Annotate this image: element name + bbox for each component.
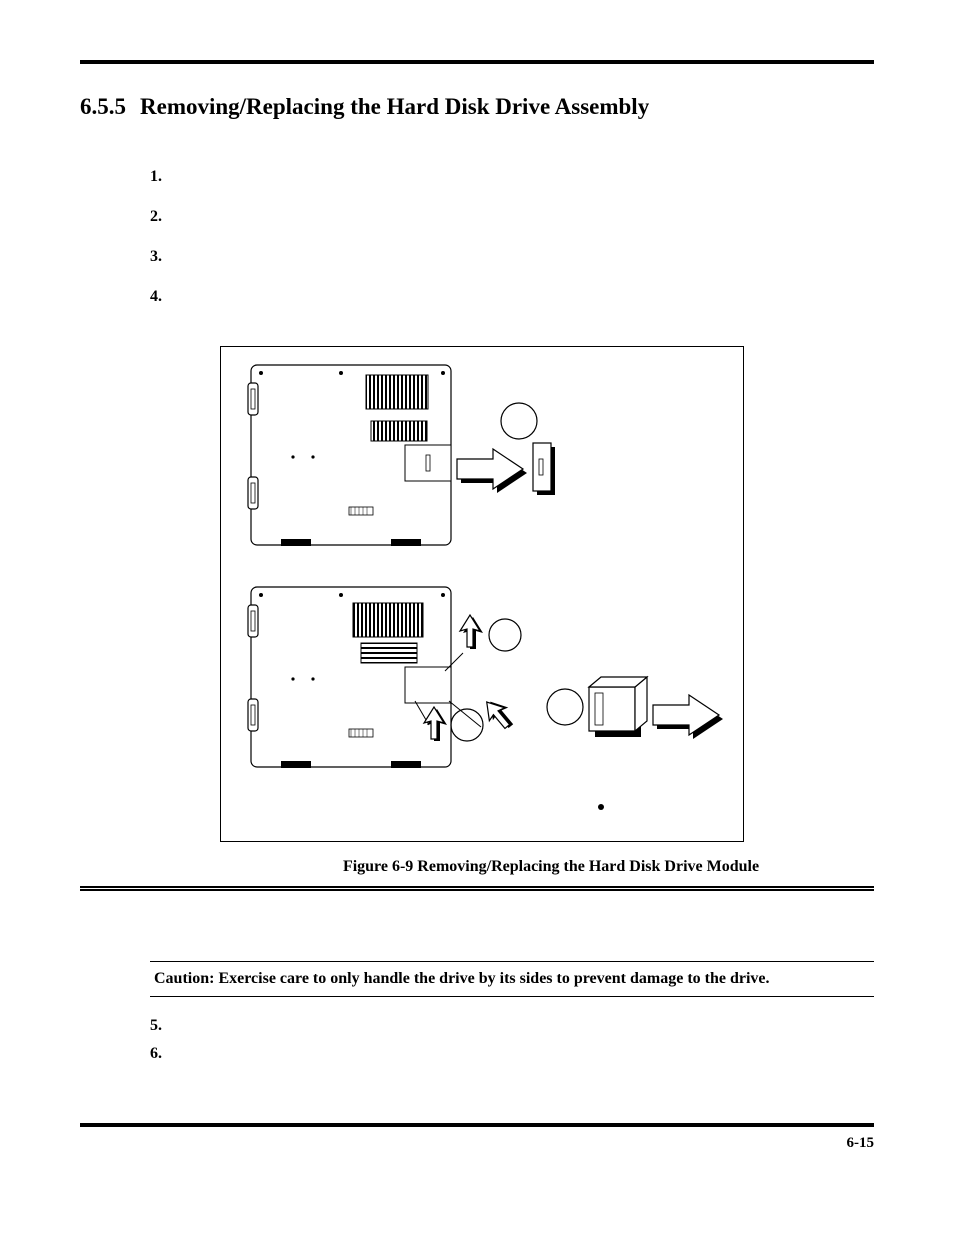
- step-item: 3.: [150, 248, 874, 266]
- step-number: 4.: [150, 288, 162, 305]
- caution-block: Caution: Exercise care to only handle th…: [150, 961, 874, 997]
- step-item: 1.: [150, 168, 874, 186]
- top-horizontal-rule: [80, 60, 874, 64]
- step-number: 6.: [150, 1045, 162, 1062]
- step-number: 5.: [150, 1017, 162, 1034]
- step-number: 1.: [150, 168, 162, 185]
- section-title: Removing/Replacing the Hard Disk Drive A…: [140, 94, 649, 120]
- step-item: 6.: [150, 1045, 874, 1063]
- step-number: 3.: [150, 248, 162, 265]
- figure-caption: Figure 6-9 Removing/Replacing the Hard D…: [220, 858, 882, 876]
- bottom-horizontal-rule: [80, 1123, 874, 1127]
- figure-wrapper: Figure 6-9 Removing/Replacing the Hard D…: [220, 346, 874, 876]
- caution-bottom-rule: [150, 996, 874, 997]
- step-item: 5.: [150, 1017, 874, 1035]
- step-number: 2.: [150, 208, 162, 225]
- figure-box: [220, 346, 744, 842]
- step-list-second: 5. 6.: [150, 1017, 874, 1063]
- step-list-first: 1. 2. 3. 4.: [150, 168, 874, 306]
- step-item: 4.: [150, 288, 874, 306]
- caution-text: Caution: Exercise care to only handle th…: [150, 962, 874, 996]
- step-item: 2.: [150, 208, 874, 226]
- diagram-svg: [221, 347, 743, 841]
- section-number: 6.5.5: [80, 94, 126, 120]
- page-number: 6-15: [80, 1135, 874, 1152]
- section-heading: 6.5.5 Removing/Replacing the Hard Disk D…: [80, 94, 874, 120]
- double-rule: [80, 886, 874, 891]
